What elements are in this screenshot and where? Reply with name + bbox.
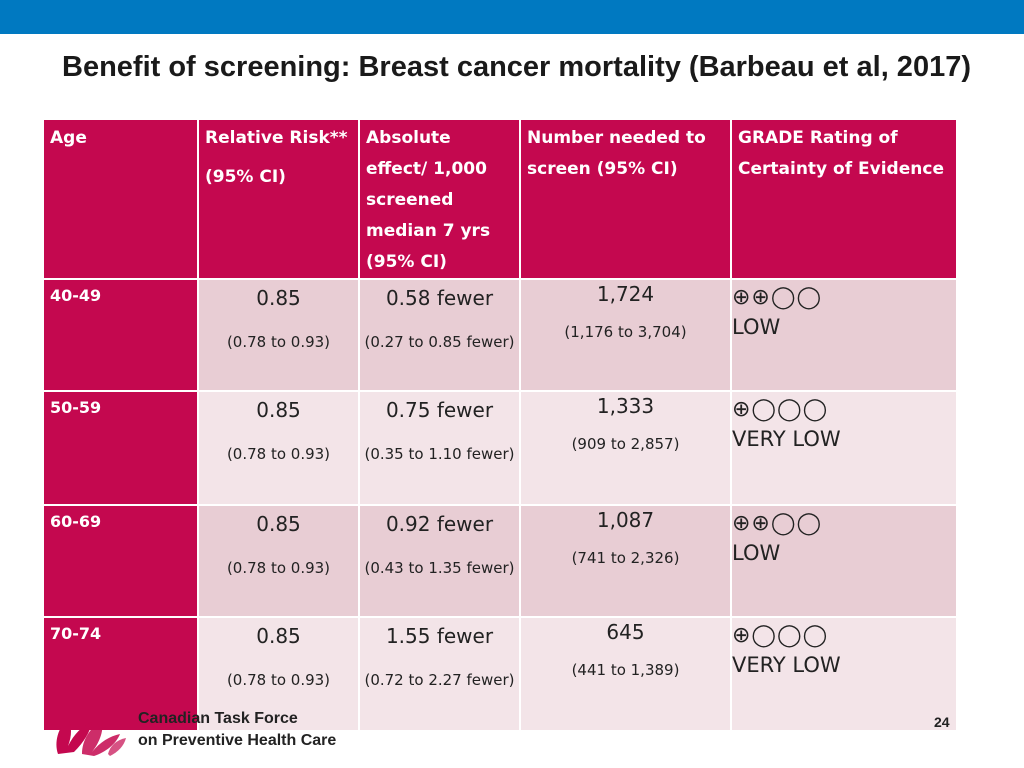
age-cell: 40-49 bbox=[42, 278, 199, 392]
number-needed-cell: 645 (441 to 1,389) bbox=[519, 616, 732, 732]
table-header-row: Age Relative Risk** (95% CI) Absolute ef… bbox=[42, 118, 958, 280]
header-absolute-effect: Absolute effect/ 1,000 screened median 7… bbox=[358, 118, 521, 280]
top-accent-bar bbox=[0, 0, 1024, 34]
page-number: 24 bbox=[934, 714, 950, 730]
header-relative-risk-ci: (95% CI) bbox=[205, 167, 286, 187]
absolute-effect-cell: 1.55 fewer (0.72 to 2.27 fewer) bbox=[358, 616, 521, 732]
header-age: Age bbox=[42, 118, 199, 280]
results-table: Age Relative Risk** (95% CI) Absolute ef… bbox=[42, 118, 958, 732]
number-needed-cell: 1,087 (741 to 2,326) bbox=[519, 504, 732, 618]
slide-title: Benefit of screening: Breast cancer mort… bbox=[62, 51, 971, 83]
absolute-effect-cell: 0.75 fewer (0.35 to 1.10 fewer) bbox=[358, 390, 521, 506]
table-row: 60-69 0.85 (0.78 to 0.93) 0.92 fewer (0.43… bbox=[42, 504, 958, 618]
number-needed-cell: 1,724 (1,176 to 3,704) bbox=[519, 278, 732, 392]
header-grade: GRADE Rating of Certainty of Evidence bbox=[730, 118, 958, 280]
ctfphc-logo-icon bbox=[56, 718, 126, 756]
relative-risk-cell: 0.85 (0.78 to 0.93) bbox=[197, 390, 360, 506]
grade-cell: ⊕⊕◯◯ LOW bbox=[730, 278, 958, 392]
number-needed-cell: 1,333 (909 to 2,857) bbox=[519, 390, 732, 506]
certainty-symbols: ⊕◯◯◯ bbox=[732, 397, 829, 422]
certainty-symbols: ⊕◯◯◯ bbox=[732, 623, 829, 648]
relative-risk-cell: 0.85 (0.78 to 0.93) bbox=[197, 278, 360, 392]
table-row: 70-74 0.85 (0.78 to 0.93) 1.55 fewer (0.72… bbox=[42, 616, 958, 732]
relative-risk-cell: 0.85 (0.78 to 0.93) bbox=[197, 504, 360, 618]
grade-cell: ⊕◯◯◯ VERY LOW bbox=[730, 390, 958, 506]
header-relative-risk: Relative Risk** (95% CI) bbox=[197, 118, 360, 280]
grade-cell: ⊕⊕◯◯ LOW bbox=[730, 504, 958, 618]
organization-name: Canadian Task Force on Preventive Health… bbox=[138, 710, 337, 749]
certainty-symbols: ⊕⊕◯◯ bbox=[732, 511, 823, 536]
relative-risk-cell: 0.85 (0.78 to 0.93) bbox=[197, 616, 360, 732]
age-cell: 60-69 bbox=[42, 504, 199, 618]
absolute-effect-cell: 0.58 fewer (0.27 to 0.85 fewer) bbox=[358, 278, 521, 392]
header-number-needed: Number needed to screen (95% CI) bbox=[519, 118, 732, 280]
table-row: 40-49 0.85 (0.78 to 0.93) 0.58 fewer (0.27… bbox=[42, 278, 958, 392]
age-cell: 50-59 bbox=[42, 390, 199, 506]
absolute-effect-cell: 0.92 fewer (0.43 to 1.35 fewer) bbox=[358, 504, 521, 618]
age-cell: 70-74 bbox=[42, 616, 199, 732]
grade-cell: ⊕◯◯◯ VERY LOW bbox=[730, 616, 958, 732]
table-row: 50-59 0.85 (0.78 to 0.93) 0.75 fewer (0.35… bbox=[42, 390, 958, 506]
certainty-symbols: ⊕⊕◯◯ bbox=[732, 285, 823, 310]
